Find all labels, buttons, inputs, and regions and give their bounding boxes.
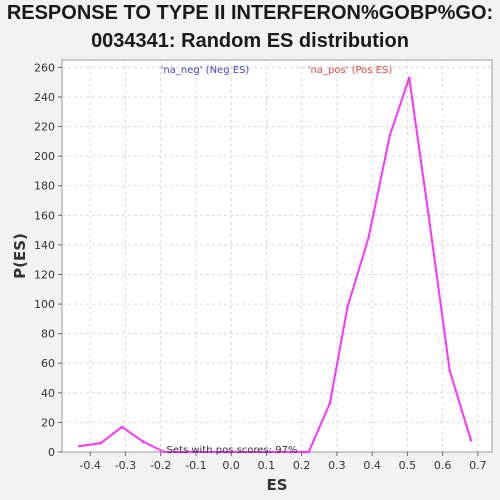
- y-tick-label: 0: [48, 446, 55, 459]
- data-point: [307, 450, 311, 454]
- data-point: [268, 450, 272, 454]
- x-tick-label: 0.3: [328, 459, 346, 472]
- y-axis-ticks: 0 20 40 60 80 100 120 140 160 180 200 220 240 260: [34, 61, 62, 459]
- chart-title-line-1: RESPONSE TO TYPE II INTERFERON%GOBP%GO:: [6, 2, 494, 24]
- y-tick-label: 20: [41, 416, 55, 429]
- data-point: [427, 214, 430, 217]
- data-point: [289, 450, 293, 454]
- y-tick-label: 40: [41, 387, 55, 400]
- y-tick-label: 220: [34, 121, 55, 134]
- data-point: [141, 440, 145, 443]
- x-tick-label: -0.4: [79, 459, 100, 472]
- series-line: [79, 76, 472, 453]
- y-tick-label: 60: [41, 357, 55, 370]
- x-tick-label: 0.6: [434, 459, 452, 472]
- data-point: [120, 425, 124, 429]
- y-axis-label: P(ES): [11, 233, 29, 279]
- y-tick-label: 100: [34, 298, 55, 311]
- x-tick-label: 0.7: [469, 459, 487, 472]
- data-point: [469, 438, 473, 442]
- data-point: [78, 444, 81, 448]
- data-point: [328, 401, 332, 405]
- y-tick-label: 180: [34, 180, 55, 193]
- y-tick-label: 80: [41, 328, 55, 341]
- chart-title-line-2: 0034341: Random ES distribution: [91, 30, 409, 52]
- y-tick-label: 120: [34, 268, 55, 281]
- data-point: [99, 441, 103, 445]
- grid: [62, 60, 492, 452]
- data-point: [226, 450, 229, 454]
- x-axis-label: ES: [266, 476, 287, 494]
- y-tick-label: 200: [34, 150, 55, 163]
- data-point: [247, 450, 251, 454]
- x-tick-label: -0.3: [115, 459, 136, 472]
- y-tick-label: 240: [34, 91, 55, 104]
- legend-neg-es: 'na_neg' (Neg ES): [161, 65, 250, 76]
- data-point: [367, 236, 370, 239]
- data-point: [205, 450, 208, 454]
- x-tick-label: 0.1: [258, 459, 276, 472]
- data-point: [162, 450, 166, 454]
- series-layer: [78, 76, 473, 454]
- y-tick-label: 260: [34, 61, 55, 74]
- y-tick-label: 140: [34, 239, 55, 252]
- x-tick-label: 0.5: [399, 459, 417, 472]
- data-point: [388, 134, 392, 137]
- legend-pos-es: 'na_pos' (Pos ES): [308, 65, 393, 76]
- x-tick-label: 0.2: [293, 459, 311, 472]
- pos-scores-annotation: Sets with pos scores: 97%: [167, 445, 298, 456]
- data-point: [346, 305, 349, 309]
- plot-area: [61, 59, 493, 453]
- data-point: [407, 76, 411, 80]
- x-tick-label: 0.4: [363, 459, 381, 472]
- y-tick-label: 160: [34, 209, 55, 222]
- x-tick-label: -0.2: [150, 459, 171, 472]
- x-tick-label: 0.0: [222, 459, 240, 472]
- data-point: [448, 369, 452, 372]
- x-axis-ticks: -0.4 -0.3 -0.2 -0.1 0.0 0.1 0.2 0.3 0.4 0.5 0.6 0.7: [79, 452, 487, 472]
- x-tick-label: -0.1: [185, 459, 206, 472]
- data-point: [184, 450, 187, 454]
